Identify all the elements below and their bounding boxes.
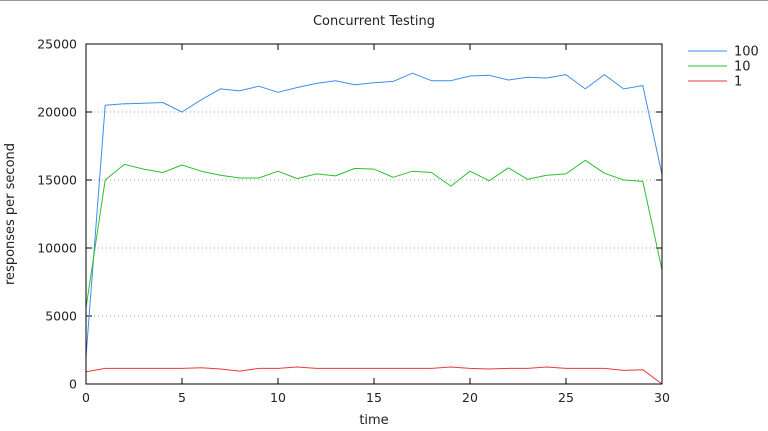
series-line-1 [85, 366, 663, 385]
x-tick-label: 10 [270, 390, 286, 405]
x-tick-label: 0 [82, 390, 90, 405]
gridlines [86, 111, 662, 317]
y-tick-label: 20000 [37, 105, 77, 120]
y-tick-label: 0 [69, 377, 77, 392]
x-tick-label: 25 [558, 390, 574, 405]
y-tick-label: 25000 [37, 37, 77, 52]
chart-title: Concurrent Testing [313, 14, 435, 29]
x-tick-label: 30 [654, 390, 670, 405]
x-tick-label: 5 [178, 390, 186, 405]
series-lines [85, 72, 663, 385]
series-line-100 [85, 72, 663, 357]
plot-frame [85, 43, 663, 385]
y-tick-label: 10000 [37, 241, 77, 256]
y-axis-label: responses per second [3, 143, 18, 285]
legend-label-1: 1 [734, 75, 742, 90]
x-axis-label: time [359, 413, 388, 428]
series-line-10 [85, 159, 663, 308]
legend-label-10: 10 [734, 60, 751, 75]
x-tick-label: 20 [462, 390, 478, 405]
y-tick-label: 5000 [45, 309, 77, 324]
legend-label-100: 100 [734, 45, 759, 60]
axis-ticks: 0 5000 10000 15000 20000 25000 0 5 10 15 20 25 30 [37, 37, 670, 406]
top-border [0, 0, 768, 1]
y-tick-label: 15000 [37, 173, 77, 188]
x-tick-label: 15 [366, 390, 382, 405]
